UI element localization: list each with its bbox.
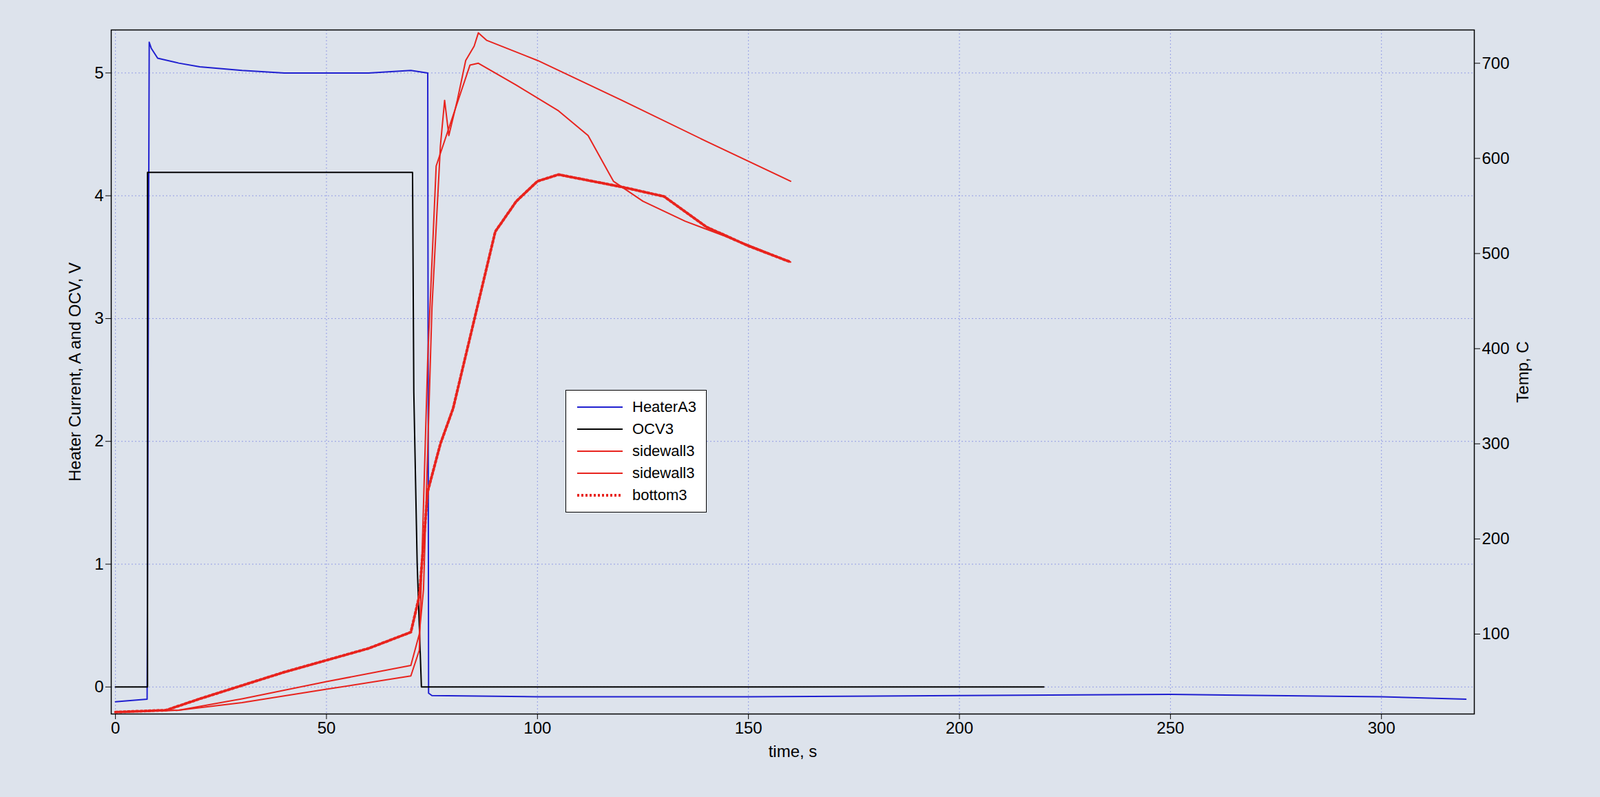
svg-text:100: 100 xyxy=(523,718,552,737)
svg-text:600: 600 xyxy=(1482,148,1510,168)
svg-text:200: 200 xyxy=(945,718,974,737)
html-text:bottom3: bottom3 xyxy=(632,486,688,504)
html-text:OCV3: OCV3 xyxy=(632,420,674,438)
svg-text:500: 500 xyxy=(1482,243,1510,263)
svg-text:3: 3 xyxy=(94,308,104,328)
svg-text:200: 200 xyxy=(1482,528,1510,548)
svg-text:Temp, C: Temp, C xyxy=(1513,340,1532,403)
svg-text:0: 0 xyxy=(94,677,104,696)
svg-text:400: 400 xyxy=(1482,338,1510,358)
svg-text:50: 50 xyxy=(317,718,337,737)
svg-text:4: 4 xyxy=(94,185,104,205)
svg-text:100: 100 xyxy=(1482,624,1510,643)
svg-text:2: 2 xyxy=(94,431,104,450)
svg-text:5: 5 xyxy=(94,63,104,82)
html-text:sidewall3: sidewall3 xyxy=(632,464,695,482)
svg-text:250: 250 xyxy=(1156,718,1184,737)
html-text:sidewall3: sidewall3 xyxy=(632,442,695,460)
svg-text:300: 300 xyxy=(1482,433,1510,453)
svg-text:0: 0 xyxy=(110,718,120,737)
svg-text:time, s: time, s xyxy=(768,741,818,761)
svg-text:300: 300 xyxy=(1367,718,1396,737)
svg-text:Heater Current, A and OCV, V: Heater Current, A and OCV, V xyxy=(65,262,85,482)
svg-text:700: 700 xyxy=(1482,53,1510,73)
html-text:HeaterA3: HeaterA3 xyxy=(632,398,697,416)
svg-text:1: 1 xyxy=(94,554,104,574)
svg-text:150: 150 xyxy=(734,718,763,737)
